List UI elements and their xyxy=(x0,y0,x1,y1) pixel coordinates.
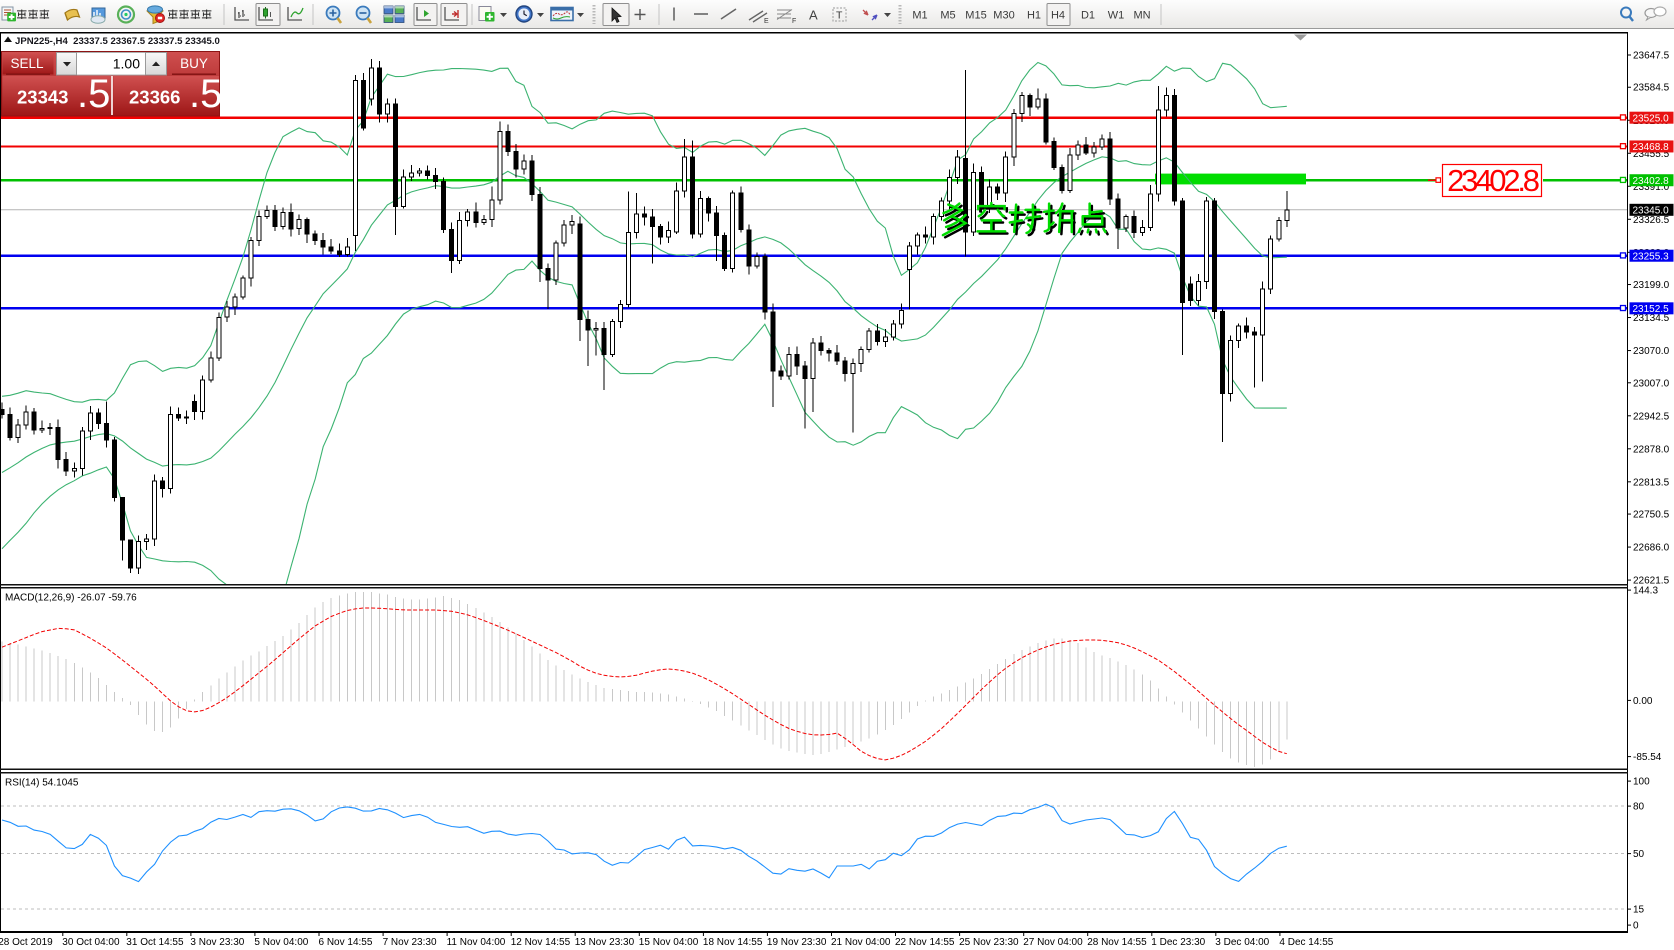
svg-text:JPN225-,H4 23337.5 23367.5 23: JPN225-,H4 23337.5 23367.5 23337.5 23345… xyxy=(15,36,220,47)
svg-text:.5: .5 xyxy=(77,72,110,116)
svg-text:144.3: 144.3 xyxy=(1633,586,1658,597)
svg-text:MN: MN xyxy=(1133,10,1150,22)
svg-text:25 Nov 23:30: 25 Nov 23:30 xyxy=(959,937,1019,948)
svg-text:23152.5: 23152.5 xyxy=(1633,304,1670,315)
svg-text:A: A xyxy=(809,8,818,23)
svg-text:M1: M1 xyxy=(912,10,927,22)
svg-text:5 Nov 04:00: 5 Nov 04:00 xyxy=(254,937,308,948)
svg-text:23391.0: 23391.0 xyxy=(1633,182,1670,193)
svg-text:22686.0: 22686.0 xyxy=(1633,543,1670,554)
svg-text:23343: 23343 xyxy=(17,87,68,108)
svg-text:23134.5: 23134.5 xyxy=(1633,313,1670,324)
svg-text:23468.8: 23468.8 xyxy=(1633,142,1670,153)
svg-text:-85.54: -85.54 xyxy=(1633,752,1662,763)
svg-text:BUY: BUY xyxy=(180,56,208,71)
svg-text:23402.8: 23402.8 xyxy=(1633,176,1670,187)
svg-text:31 Oct 14:55: 31 Oct 14:55 xyxy=(126,937,184,948)
svg-text:22 Nov 14:55: 22 Nov 14:55 xyxy=(895,937,955,948)
svg-text:23647.5: 23647.5 xyxy=(1633,51,1670,62)
svg-text:6 Nov 14:55: 6 Nov 14:55 xyxy=(319,937,373,948)
svg-text:D1: D1 xyxy=(1081,10,1095,22)
svg-text:0: 0 xyxy=(1633,921,1639,932)
svg-text:M15: M15 xyxy=(965,10,986,22)
svg-text:23402.8: 23402.8 xyxy=(1447,163,1539,198)
svg-text:MACD(12,26,9) -26.07 -59.76: MACD(12,26,9) -26.07 -59.76 xyxy=(5,593,137,604)
svg-text:SELL: SELL xyxy=(10,56,44,71)
svg-text:15: 15 xyxy=(1633,905,1645,916)
svg-text:80: 80 xyxy=(1633,802,1645,813)
svg-text:23070.0: 23070.0 xyxy=(1633,346,1670,357)
svg-text:18 Nov 14:55: 18 Nov 14:55 xyxy=(703,937,763,948)
svg-text:0.00: 0.00 xyxy=(1633,696,1653,707)
svg-text:19 Nov 23:30: 19 Nov 23:30 xyxy=(767,937,827,948)
svg-text:28 Nov 14:55: 28 Nov 14:55 xyxy=(1087,937,1147,948)
svg-text:21 Nov 04:00: 21 Nov 04:00 xyxy=(831,937,891,948)
svg-text:22750.5: 22750.5 xyxy=(1633,510,1670,521)
svg-text:23584.5: 23584.5 xyxy=(1633,83,1670,94)
svg-text:23366: 23366 xyxy=(129,87,180,108)
svg-text:23455.5: 23455.5 xyxy=(1633,149,1670,160)
svg-text:12 Nov 14:55: 12 Nov 14:55 xyxy=(511,937,571,948)
svg-text:4 Dec 14:55: 4 Dec 14:55 xyxy=(1279,937,1333,948)
svg-text:W1: W1 xyxy=(1108,10,1125,22)
svg-text:28 Oct 2019: 28 Oct 2019 xyxy=(0,937,53,948)
svg-text:23255.3: 23255.3 xyxy=(1633,251,1670,262)
svg-text:E: E xyxy=(764,18,769,25)
svg-text:H1: H1 xyxy=(1027,10,1041,22)
svg-text:22878.0: 22878.0 xyxy=(1633,444,1670,455)
svg-text:M30: M30 xyxy=(993,10,1014,22)
svg-text:23199.0: 23199.0 xyxy=(1633,280,1670,291)
svg-text:1 Dec 23:30: 1 Dec 23:30 xyxy=(1151,937,1205,948)
svg-text:27 Nov 04:00: 27 Nov 04:00 xyxy=(1023,937,1083,948)
svg-text:13 Nov 23:30: 13 Nov 23:30 xyxy=(575,937,635,948)
svg-text:23007.0: 23007.0 xyxy=(1633,378,1670,389)
svg-text:M5: M5 xyxy=(940,10,955,22)
svg-text:23326.5: 23326.5 xyxy=(1633,215,1670,226)
svg-text:22942.5: 22942.5 xyxy=(1633,411,1670,422)
svg-text:T: T xyxy=(836,10,843,22)
svg-text:.5: .5 xyxy=(189,72,222,116)
svg-text:22813.5: 22813.5 xyxy=(1633,477,1670,488)
svg-text:50: 50 xyxy=(1633,849,1645,860)
svg-text:H4: H4 xyxy=(1051,10,1065,22)
svg-text:F: F xyxy=(792,18,796,25)
svg-text:3 Nov 23:30: 3 Nov 23:30 xyxy=(190,937,244,948)
svg-text:RSI(14) 54.1045: RSI(14) 54.1045 xyxy=(5,778,79,789)
svg-text:11 Nov 04:00: 11 Nov 04:00 xyxy=(447,937,506,948)
svg-text:3 Dec 04:00: 3 Dec 04:00 xyxy=(1215,937,1269,948)
svg-text:23345.0: 23345.0 xyxy=(1633,205,1670,216)
svg-text:23525.0: 23525.0 xyxy=(1633,113,1670,124)
svg-text:22621.5: 22621.5 xyxy=(1633,576,1670,587)
svg-text:7 Nov 23:30: 7 Nov 23:30 xyxy=(383,937,437,948)
svg-text:1.00: 1.00 xyxy=(113,56,140,72)
svg-text:30 Oct 04:00: 30 Oct 04:00 xyxy=(62,937,120,948)
svg-text:15 Nov 04:00: 15 Nov 04:00 xyxy=(639,937,699,948)
svg-text:100: 100 xyxy=(1633,777,1650,788)
